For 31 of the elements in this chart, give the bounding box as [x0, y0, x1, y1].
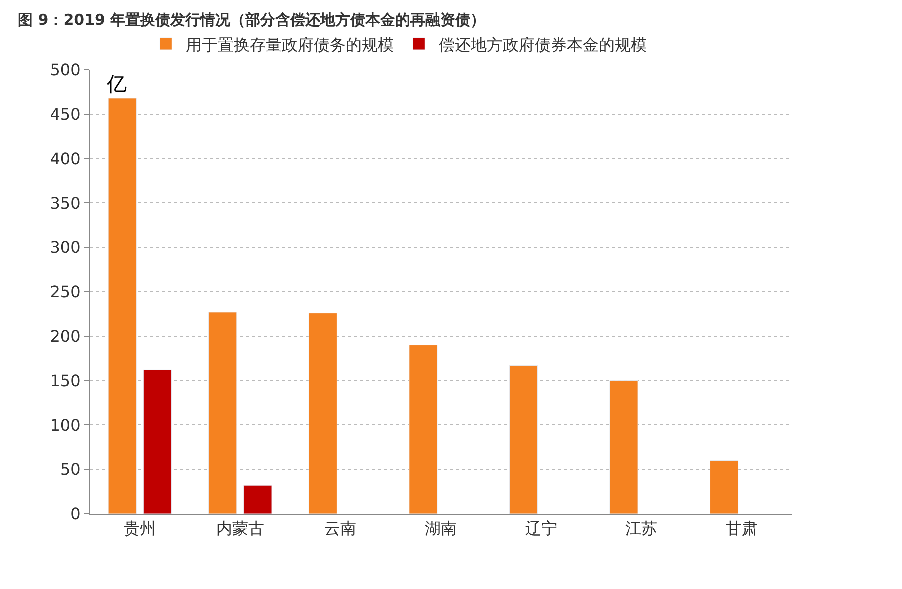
bar: [610, 380, 638, 514]
y-tick-label: 250: [50, 282, 81, 302]
x-tick-label: 湖南: [425, 519, 457, 538]
chart-title: 图 9：2019 年置换债发行情况（部分含偿还地方债本金的再融资债）: [18, 11, 486, 30]
y-tick-label: 200: [50, 327, 81, 346]
y-tick-label: 100: [50, 416, 81, 435]
bar: [108, 98, 137, 514]
legend-label: 用于置换存量政府债务的规模: [186, 35, 394, 54]
x-tick-label: 甘肃: [726, 519, 758, 538]
y-axis-title: 亿: [106, 72, 127, 96]
bar: [710, 460, 739, 514]
y-tick-label: 50: [60, 460, 81, 480]
x-tick-label: 贵州: [124, 519, 156, 538]
y-tick-label: 0: [70, 504, 81, 524]
bar: [509, 365, 538, 514]
x-tick-label: 内蒙古: [216, 519, 264, 538]
y-tick-label: 350: [50, 194, 81, 213]
y-tick-label: 150: [50, 371, 81, 390]
y-tick-label: 300: [50, 238, 81, 258]
legend-label: 偿还地方政府债券本金的规模: [439, 35, 648, 54]
x-tick-label: 江苏: [626, 519, 658, 538]
x-tick-label: 云南: [324, 519, 357, 538]
y-tick-label: 500: [50, 60, 81, 80]
y-tick-label: 400: [50, 149, 81, 168]
x-tick-label: 辽宁: [525, 519, 558, 538]
bar: [244, 485, 272, 514]
bar: [143, 370, 172, 514]
bar: [409, 345, 438, 514]
bar: [208, 312, 238, 514]
y-tick-label: 450: [50, 105, 81, 124]
bar: [308, 313, 338, 514]
